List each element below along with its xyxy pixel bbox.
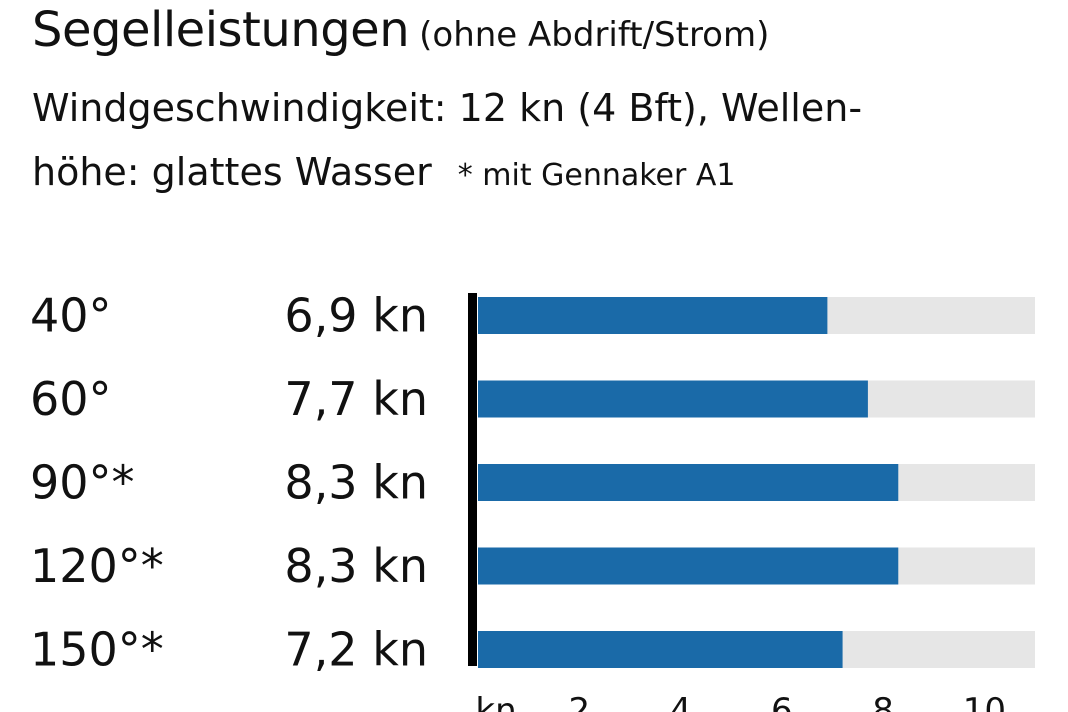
x-tick-label: 4: [670, 691, 692, 712]
x-tick-label: 10: [963, 691, 1006, 712]
bar: [478, 464, 899, 501]
x-tick-label: kn: [475, 691, 516, 712]
chart-subtitle-line-1: Windgeschwindigkeit: 12 kn (4 Bft), Well…: [32, 86, 863, 130]
chart-footnote: * mit Gennaker A1: [457, 158, 736, 193]
value-label: 8,3 kn: [284, 539, 428, 593]
x-tick-label: 8: [872, 691, 894, 712]
category-label: 60°: [30, 372, 112, 426]
category-label: 90°*: [30, 456, 135, 510]
chart-title-note: (ohne Abdrift/Strom): [419, 15, 770, 55]
bar: [478, 631, 843, 668]
chart-header: Segelleistungen (ohne Abdrift/Strom): [32, 6, 1052, 54]
category-label: 40°: [30, 289, 112, 343]
value-label: 6,9 kn: [284, 289, 428, 343]
category-label: 120°*: [30, 539, 164, 593]
chart-title: Segelleistungen: [32, 2, 410, 58]
value-label: 7,7 kn: [284, 372, 428, 426]
bar: [478, 380, 868, 418]
chart-subtitle-line-2: höhe: glattes Wasser * mit Gennaker A1: [32, 150, 735, 194]
bar: [478, 297, 828, 334]
x-tick-label: 6: [771, 691, 793, 712]
title-line: Segelleistungen (ohne Abdrift/Strom): [32, 6, 1052, 54]
bar: [478, 547, 899, 585]
value-label: 8,3 kn: [284, 456, 428, 510]
category-label: 150°*: [30, 623, 164, 677]
subtitle-line-2-text: höhe: glattes Wasser: [32, 150, 432, 194]
y-axis-line: [468, 293, 477, 666]
x-tick-label: 2: [568, 691, 590, 712]
value-label: 7,2 kn: [284, 623, 428, 677]
